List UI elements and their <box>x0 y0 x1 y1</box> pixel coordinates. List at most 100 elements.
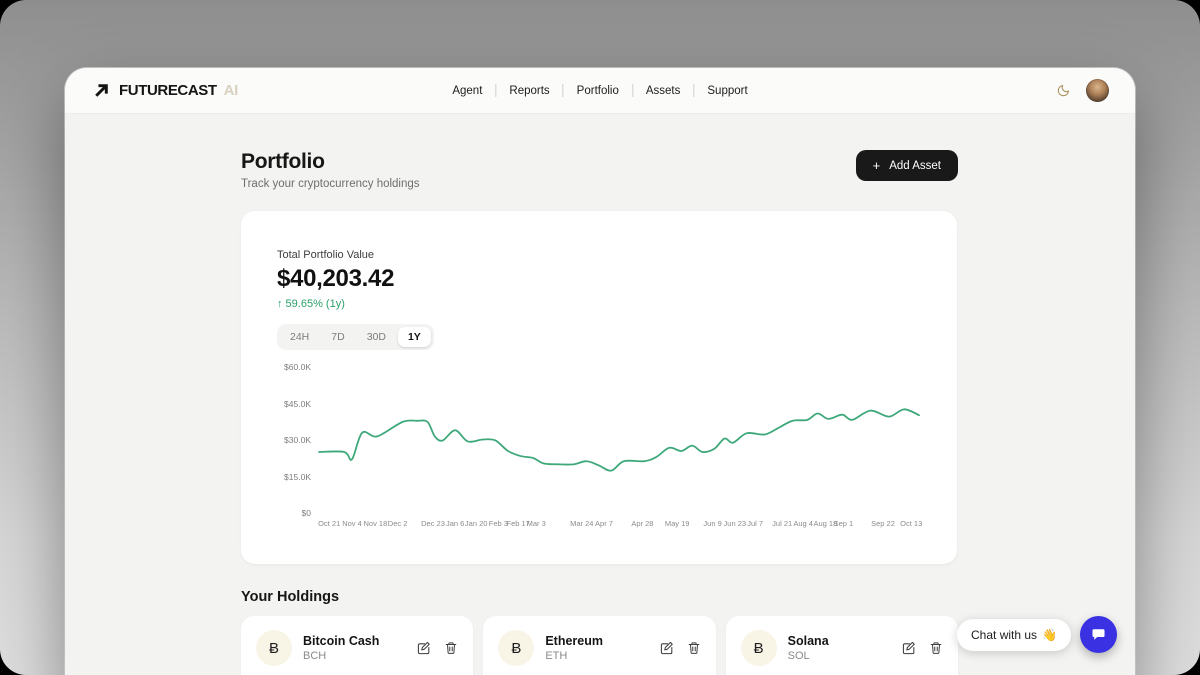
holding-card: Ƀ Solana SOL AI Score <box>725 616 958 675</box>
x-tick-label: May 19 <box>664 519 690 528</box>
x-tick-label: Feb 17 <box>506 519 530 528</box>
edit-icon <box>660 641 673 655</box>
page-title: Portfolio <box>241 150 325 173</box>
x-tick-label: Oct 21 <box>318 519 341 528</box>
nav-item-assets[interactable]: Assets <box>645 84 681 97</box>
y-tick-label: $45.0K <box>284 398 311 409</box>
x-tick-label: Nov 18 <box>363 519 388 528</box>
nav-separator <box>495 84 497 97</box>
add-asset-label: Add Asset <box>889 159 941 172</box>
x-tick-label: Jul 21 <box>772 519 793 528</box>
brand-suffix: AI <box>223 82 239 99</box>
holding-card: Ƀ Bitcoin Cash BCH AI <box>241 616 474 675</box>
holding-symbol: SOL <box>787 650 810 662</box>
x-tick-label: Jan 6 <box>446 519 465 528</box>
add-asset-button[interactable]: + Add Asset <box>855 150 958 181</box>
chat-with-us-bubble[interactable]: Chat with us 👋 <box>957 618 1071 651</box>
x-tick-label: Feb 3 <box>488 519 508 528</box>
trash-icon <box>446 642 457 654</box>
chat-label: Chat with us <box>971 627 1038 642</box>
nav-separator <box>693 84 695 97</box>
holding-symbol: ETH <box>545 650 568 662</box>
delete-holding-button[interactable] <box>929 641 943 655</box>
x-tick-label: Jul 7 <box>747 519 764 528</box>
page-subtitle: Track your cryptocurrency holdings <box>241 178 420 190</box>
avatar[interactable] <box>1086 79 1109 102</box>
coin-glyph: Ƀ <box>511 639 522 657</box>
x-tick-label: Apr 7 <box>595 519 613 528</box>
x-tick-label: Mar 3 <box>526 519 546 528</box>
chat-widget: Chat with us 👋 <box>957 616 1117 653</box>
main-content: Portfolio Track your cryptocurrency hold… <box>65 150 1135 675</box>
x-tick-label: Oct 13 <box>900 519 923 528</box>
holdings-card-list: Ƀ Bitcoin Cash BCH AI <box>241 616 958 675</box>
total-value: $40,203.42 <box>277 265 395 292</box>
chart-x-axis: Oct 21 Nov 4 Nov 18 Dec 2 Dec 23 Jan 6 Jan 20 F… <box>318 519 923 533</box>
x-tick-label: Apr 28 <box>631 519 654 528</box>
x-tick-label: Dec 2 <box>387 519 408 528</box>
range-30d[interactable]: 30D <box>366 331 386 343</box>
chart-plot-area <box>319 367 919 513</box>
time-range-switcher: 24H 7D 30D 1Y <box>277 324 434 350</box>
x-tick-label: Dec 23 <box>421 519 445 528</box>
x-tick-label: Aug 18 <box>813 519 838 528</box>
plus-icon: + <box>872 158 881 173</box>
nav-item-support[interactable]: Support <box>707 84 748 97</box>
edit-holding-button[interactable] <box>902 641 916 655</box>
main-nav: Agent Reports Portfolio Assets Support <box>439 84 760 97</box>
portfolio-chart: $60.0K $45.0K $30.0K $15.0K $0 <box>277 362 919 518</box>
nav-separator <box>631 84 633 97</box>
x-tick-label: Aug 4 <box>793 519 813 528</box>
delete-holding-button[interactable] <box>444 641 458 655</box>
x-tick-label: Jan 20 <box>464 519 488 528</box>
y-tick-label: $30.0K <box>284 435 311 445</box>
range-7d[interactable]: 7D <box>331 331 345 343</box>
holding-name: Solana <box>787 634 829 648</box>
brand-name: FUTURECAST <box>119 82 217 99</box>
trash-icon <box>930 642 942 654</box>
x-tick-label: Nov 4 <box>342 519 362 528</box>
x-tick-label: Jun 9 <box>703 519 722 528</box>
portfolio-line-series <box>319 409 919 470</box>
brand-logo[interactable]: FUTURECAST AI <box>91 80 238 101</box>
edit-holding-button[interactable] <box>417 641 431 655</box>
holding-card: Ƀ Ethereum ETH AI Sco <box>483 616 716 675</box>
total-value-label: Total Portfolio Value <box>277 249 375 261</box>
range-24h[interactable]: 24H <box>290 331 310 343</box>
coin-icon: Ƀ <box>740 630 777 666</box>
edit-holding-button[interactable] <box>660 641 674 655</box>
holding-symbol: BCH <box>303 650 327 662</box>
coin-icon: Ƀ <box>498 630 535 666</box>
coin-icon: Ƀ <box>256 630 292 666</box>
value-change-badge: ↑ 59.65% (1y) <box>277 298 345 310</box>
chat-bubble-icon <box>1092 629 1105 640</box>
coin-glyph: Ƀ <box>753 639 764 657</box>
holding-name: Bitcoin Cash <box>303 634 380 648</box>
moon-icon <box>1057 84 1070 97</box>
arrow-up-right-logo-icon <box>95 84 108 97</box>
y-tick-label: $15.0K <box>284 471 311 482</box>
trash-icon <box>688 642 699 654</box>
delete-holding-button[interactable] <box>687 641 701 655</box>
range-1y[interactable]: 1Y <box>397 327 431 347</box>
edit-icon <box>418 641 431 655</box>
wave-emoji: 👋 <box>1042 627 1057 642</box>
x-tick-label: Mar 24 <box>570 519 594 528</box>
nav-item-reports[interactable]: Reports <box>509 84 550 97</box>
chat-launcher-button[interactable] <box>1080 616 1117 653</box>
header-actions <box>1056 79 1109 102</box>
nav-separator <box>562 84 564 97</box>
chart-y-axis: $60.0K $45.0K $30.0K $15.0K $0 <box>277 362 319 518</box>
coin-glyph: Ƀ <box>268 639 279 657</box>
line-chart-svg <box>319 367 919 513</box>
edit-icon <box>902 641 915 655</box>
nav-item-agent[interactable]: Agent <box>452 84 483 97</box>
portfolio-value-card: Total Portfolio Value $40,203.42 ↑ 59.65… <box>241 211 957 564</box>
x-tick-label: Sep 1 <box>833 519 854 528</box>
holding-name: Ethereum <box>545 634 603 648</box>
app-header: FUTURECAST AI Agent Reports Portfolio Assets… <box>65 68 1135 114</box>
app-window: FUTURECAST AI Agent Reports Portfolio Assets… <box>65 68 1135 675</box>
nav-item-portfolio[interactable]: Portfolio <box>576 84 619 97</box>
dark-mode-toggle[interactable] <box>1056 83 1071 98</box>
